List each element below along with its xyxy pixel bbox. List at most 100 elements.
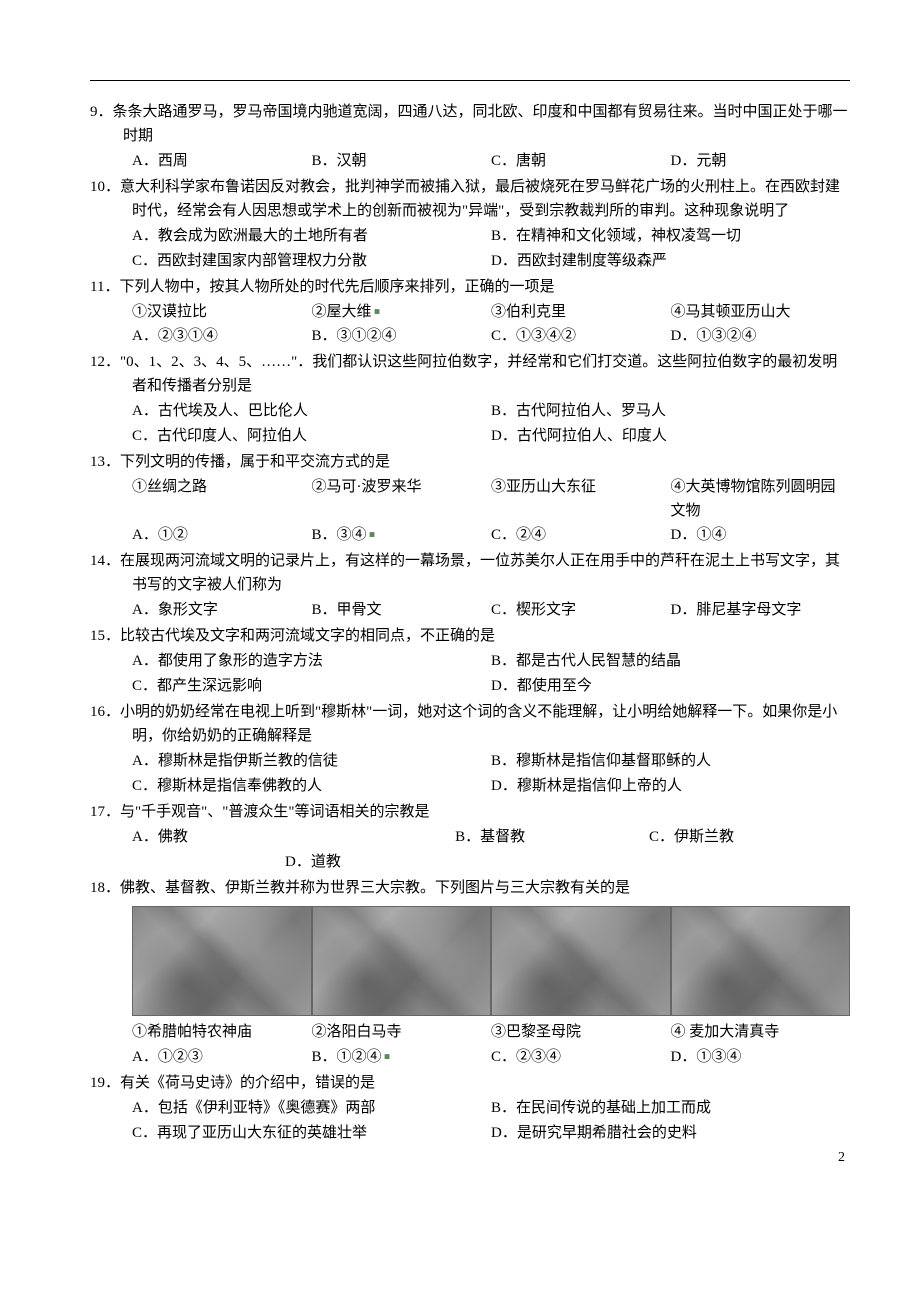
option: B．都是古代人民智慧的结晶	[491, 649, 850, 673]
option: A．包括《伊利亚特》《奥德赛》两部	[132, 1096, 491, 1120]
option: A．②③①④	[132, 324, 312, 348]
option: D．腓尼基字母文字	[671, 598, 851, 622]
option: A．都使用了象形的造字方法	[132, 649, 491, 673]
option: A．教会成为欧洲最大的土地所有者	[132, 224, 491, 248]
question-stem: 18．佛教、基督教、伊斯兰教并称为世界三大宗教。下列图片与三大宗教有关的是	[90, 876, 850, 900]
option: B．③④ ■	[312, 523, 492, 547]
decorative-dot: ■	[382, 1052, 391, 1063]
options-row: A．教会成为欧洲最大的土地所有者B．在精神和文化领域，神权凌驾一切	[90, 224, 850, 248]
option: A．①②③	[132, 1045, 312, 1069]
options-row: C．穆斯林是指信奉佛教的人D．穆斯林是指信仰上帝的人	[90, 774, 850, 798]
decorative-dot: ■	[372, 307, 381, 318]
option: A．古代埃及人、巴比伦人	[132, 399, 491, 423]
options-row: A．都使用了象形的造字方法B．都是古代人民智慧的结晶	[90, 649, 850, 673]
question-stem: 10．意大利科学家布鲁诺因反对教会，批判神学而被捕入狱，最后被烧死在罗马鲜花广场…	[90, 175, 850, 223]
options-row: C．再现了亚历山大东征的英雄壮举D．是研究早期希腊社会的史料	[90, 1121, 850, 1145]
question-stem: 17．与"千手观音"、"普渡众生"等词语相关的宗教是	[90, 800, 850, 824]
image-label: ②洛阳白马寺	[312, 1020, 492, 1044]
option: C．穆斯林是指信奉佛教的人	[132, 774, 491, 798]
option: D．元朝	[671, 149, 851, 173]
question-stem: 13．下列文明的传播，属于和平交流方式的是	[90, 450, 850, 474]
option: A．穆斯林是指伊斯兰教的信徒	[132, 749, 491, 773]
question: 19．有关《荷马史诗》的介绍中，错误的是A．包括《伊利亚特》《奥德赛》两部B．在…	[90, 1071, 850, 1145]
options-row: A．象形文字B．甲骨文C．楔形文字D．腓尼基字母文字	[90, 598, 850, 622]
option: C．②③④	[491, 1045, 671, 1069]
question: 18．佛教、基督教、伊斯兰教并称为世界三大宗教。下列图片与三大宗教有关的是 ①希腊…	[90, 876, 850, 1069]
option: B．在民间传说的基础上加工而成	[491, 1096, 850, 1120]
option: B．③①②④	[312, 324, 492, 348]
option: A．佛教	[132, 825, 455, 849]
question-stem: 15．比较古代埃及文字和两河流域文字的相同点，不正确的是	[90, 624, 850, 648]
image-label: ④ 麦加大清真寺	[671, 1020, 851, 1044]
option: C．楔形文字	[491, 598, 671, 622]
option: B．在精神和文化领域，神权凌驾一切	[491, 224, 850, 248]
circled-item: ②马可·波罗来华	[312, 475, 492, 523]
circled-item: ①汉谟拉比	[132, 300, 312, 324]
option: D．道教	[285, 850, 341, 874]
option: B．基督教	[455, 825, 649, 849]
question-stem: 14．在展现两河流域文明的记录片上，有这样的一幕场景，一位苏美尔人正在用手中的芦…	[90, 549, 850, 597]
option: B．古代阿拉伯人、罗马人	[491, 399, 850, 423]
question: 11．下列人物中，按其人物所处的时代先后顺序来排列，正确的一项是①汉谟拉比②屋大…	[90, 275, 850, 348]
options-row: A．②③①④B．③①②④C．①③④②D．①③②④	[90, 324, 850, 348]
image-row	[132, 906, 850, 1016]
options-row: A．佛教B．基督教C．伊斯兰教	[90, 825, 850, 849]
options-row: A．穆斯林是指伊斯兰教的信徒B．穆斯林是指信仰基督耶稣的人	[90, 749, 850, 773]
options-row: C．西欧封建国家内部管理权力分散D．西欧封建制度等级森严	[90, 249, 850, 273]
circled-item: ③亚历山大东征	[491, 475, 671, 523]
option: A．①②	[132, 523, 312, 547]
options-row: C．都产生深远影响D．都使用至今	[90, 674, 850, 698]
option: D．是研究早期希腊社会的史料	[491, 1121, 850, 1145]
options-row: D．道教	[90, 850, 850, 874]
question: 10．意大利科学家布鲁诺因反对教会，批判神学而被捕入狱，最后被烧死在罗马鲜花广场…	[90, 175, 850, 273]
option: D．穆斯林是指信仰上帝的人	[491, 774, 850, 798]
option: B．穆斯林是指信仰基督耶稣的人	[491, 749, 850, 773]
image-placeholder	[671, 906, 851, 1016]
option: D．①③②④	[671, 324, 851, 348]
option: D．古代阿拉伯人、印度人	[491, 424, 850, 448]
option: B．甲骨文	[312, 598, 492, 622]
image-label: ③巴黎圣母院	[491, 1020, 671, 1044]
options-row: A．西周B．汉朝C．唐朝D．元朝	[90, 149, 850, 173]
option: C．西欧封建国家内部管理权力分散	[132, 249, 491, 273]
question-stem: 11．下列人物中，按其人物所处的时代先后顺序来排列，正确的一项是	[90, 275, 850, 299]
question: 16．小明的奶奶经常在电视上听到"穆斯林"一词，她对这个词的含义不能理解，让小明…	[90, 700, 850, 798]
circled-item: ②屋大维 ■	[312, 300, 492, 324]
question: 9．条条大路通罗马，罗马帝国境内驰道宽阔，四通八达，同北欧、印度和中国都有贸易往…	[90, 100, 850, 173]
option: C．②④	[491, 523, 671, 547]
option: A．象形文字	[132, 598, 312, 622]
question: 13．下列文明的传播，属于和平交流方式的是①丝绸之路②马可·波罗来华③亚历山大东…	[90, 450, 850, 547]
question-list: 9．条条大路通罗马，罗马帝国境内驰道宽阔，四通八达，同北欧、印度和中国都有贸易往…	[90, 100, 850, 1145]
option: D．西欧封建制度等级森严	[491, 249, 850, 273]
image-placeholder	[312, 906, 492, 1016]
question: 17．与"千手观音"、"普渡众生"等词语相关的宗教是A．佛教B．基督教C．伊斯兰…	[90, 800, 850, 874]
options-row: C．古代印度人、阿拉伯人D．古代阿拉伯人、印度人	[90, 424, 850, 448]
option: C．都产生深远影响	[132, 674, 491, 698]
option: B．①②④ ■	[312, 1045, 492, 1069]
option: C．再现了亚历山大东征的英雄壮举	[132, 1121, 491, 1145]
image-placeholder	[491, 906, 671, 1016]
question-stem: 19．有关《荷马史诗》的介绍中，错误的是	[90, 1071, 850, 1095]
question: 12．"0、1、2、3、4、5、……"．我们都认识这些阿拉伯数字，并经常和它们打…	[90, 350, 850, 448]
option: C．唐朝	[491, 149, 671, 173]
option: D．①③④	[671, 1045, 851, 1069]
option: D．都使用至今	[491, 674, 850, 698]
image-labels: ①希腊帕特农神庙②洛阳白马寺③巴黎圣母院④ 麦加大清真寺	[90, 1020, 850, 1044]
question: 15．比较古代埃及文字和两河流域文字的相同点，不正确的是A．都使用了象形的造字方…	[90, 624, 850, 698]
option: A．西周	[132, 149, 312, 173]
question: 14．在展现两河流域文明的记录片上，有这样的一幕场景，一位苏美尔人正在用手中的芦…	[90, 549, 850, 622]
circled-items: ①丝绸之路②马可·波罗来华③亚历山大东征④大英博物馆陈列圆明园文物	[90, 475, 850, 523]
question-stem: 12．"0、1、2、3、4、5、……"．我们都认识这些阿拉伯数字，并经常和它们打…	[90, 350, 850, 398]
image-label: ①希腊帕特农神庙	[132, 1020, 312, 1044]
option: C．古代印度人、阿拉伯人	[132, 424, 491, 448]
circled-item: ③伯利克里	[491, 300, 671, 324]
option: C．伊斯兰教	[649, 825, 843, 849]
options-row: A．包括《伊利亚特》《奥德赛》两部B．在民间传说的基础上加工而成	[90, 1096, 850, 1120]
question-stem: 9．条条大路通罗马，罗马帝国境内驰道宽阔，四通八达，同北欧、印度和中国都有贸易往…	[90, 100, 850, 148]
page-number: 2	[838, 1147, 845, 1169]
circled-item: ④大英博物馆陈列圆明园文物	[671, 475, 851, 523]
option: B．汉朝	[312, 149, 492, 173]
image-placeholder	[132, 906, 312, 1016]
options-row: A．①②③B．①②④ ■C．②③④D．①③④	[90, 1045, 850, 1069]
header-rule	[90, 80, 850, 81]
